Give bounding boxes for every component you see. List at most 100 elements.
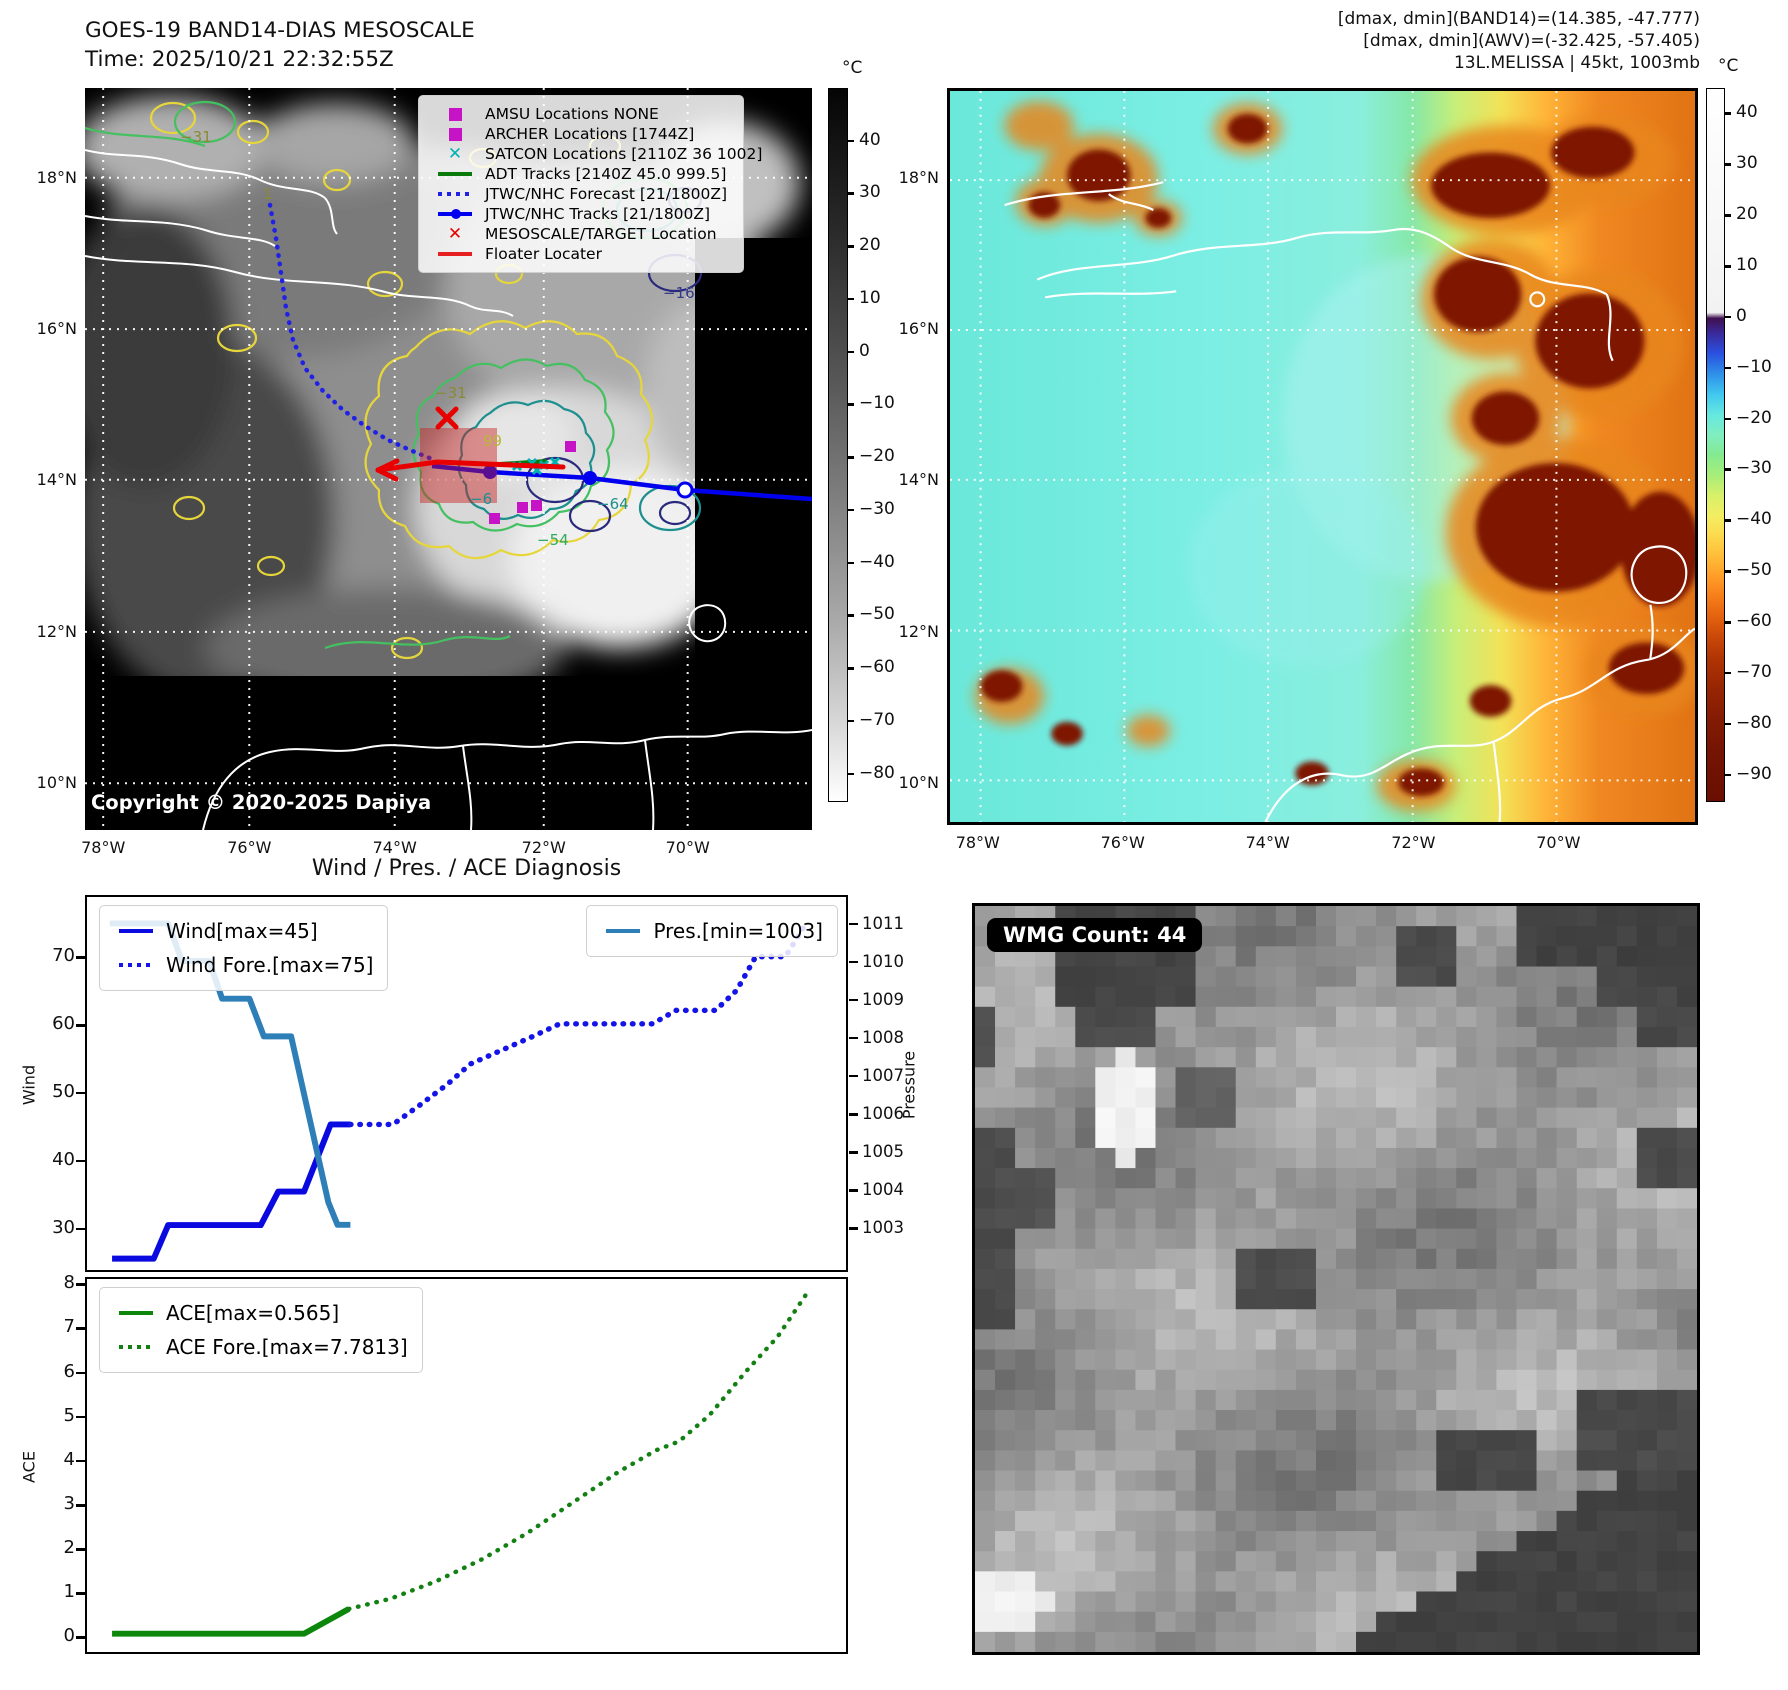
legend-glyph [433, 209, 477, 219]
legend-item: JTWC/NHC Tracks [21/1800Z] [433, 204, 729, 224]
band14-colorbar-tickmark [847, 192, 854, 195]
awv-colorbar-tickmark [1724, 468, 1731, 471]
map-legend: AMSU Locations NONE ARCHER Locations [174… [418, 95, 762, 273]
band14-colorbar-tickmark [847, 456, 854, 459]
awv-lat-label: 16°N [898, 318, 939, 338]
awv-colorbar-tickmark [1724, 519, 1731, 522]
tickmark [849, 1036, 858, 1040]
series-ACE Fore.[max=7.7813] [346, 1291, 809, 1612]
band14-lat-label: 18°N [36, 167, 77, 187]
band14-colorbar-tick: 40 [859, 129, 881, 150]
y-tick-left: 8 [63, 1272, 75, 1294]
band14-colorbar-tickmark [847, 614, 854, 617]
tickmark [849, 1151, 858, 1154]
legend-glyph [433, 172, 477, 176]
band14-colorbar-tickmark [847, 772, 854, 776]
archer-markers [489, 441, 576, 524]
legend-label: JTWC/NHC Forecast [21/1800Z] [485, 185, 728, 203]
tickmark [76, 1592, 85, 1595]
contour-label: −16 [663, 284, 695, 302]
tickmark [76, 1548, 85, 1551]
y-tick-left: 7 [63, 1316, 75, 1338]
y-tick-right: 1007 [862, 1065, 904, 1085]
y-tick-right: 1010 [862, 951, 904, 971]
legend-glyph [433, 107, 477, 121]
y-tick-right: 1003 [862, 1218, 904, 1238]
y-tick-left: 0 [63, 1625, 75, 1647]
awv-colorbar-tick: −80 [1736, 712, 1772, 733]
tickmark [76, 1371, 85, 1375]
band14-colorbar-tickmark [847, 561, 854, 565]
tickmark [849, 1113, 858, 1116]
tickmark [76, 1327, 85, 1330]
awv-colorbar-tick: 30 [1736, 153, 1758, 174]
legend-glyph [114, 929, 158, 933]
awv-colorbar [1706, 88, 1725, 802]
legend-item: ADT Tracks [2140Z 45.0 999.5] [433, 164, 729, 184]
y-tick-left: 50 [52, 1080, 75, 1102]
wmg-noise-imagery [975, 906, 1697, 1652]
chart-legend-item: Wind[max=45] [114, 914, 373, 948]
awv-header: [dmax, dmin](BAND14)=(14.385, -47.777) [… [1338, 8, 1700, 74]
tickmark [76, 1415, 85, 1419]
band14-colorbar-tickmark [847, 403, 854, 406]
awv-colorbar-tick: −90 [1736, 763, 1772, 784]
coastlines [1004, 181, 1695, 822]
panel-title: GOES-19 BAND14-DIAS MESOSCALE Time: 2025… [85, 16, 475, 74]
series-Wind[max=45] [112, 1121, 351, 1262]
awv-colorbar-tick: 20 [1736, 204, 1758, 225]
awv-colorbar-tickmark [1724, 366, 1731, 370]
legend-label: JTWC/NHC Tracks [21/1800Z] [485, 205, 711, 223]
legend-glyph [433, 252, 477, 256]
awv-colorbar-tickmark [1724, 163, 1731, 166]
awv-colorbar-tickmark [1724, 621, 1731, 624]
graticule [950, 91, 1695, 822]
band14-colorbar-tickmark [847, 139, 854, 143]
awv-lon-label: 78°W [955, 833, 1000, 852]
awv-colorbar-tickmark [1724, 112, 1731, 115]
ace-chart: ACE[max=0.565] ACE Fore.[max=7.7813] ACE … [20, 1272, 848, 1654]
tickmark [849, 998, 858, 1002]
y-tick-left: 5 [63, 1404, 75, 1426]
legend-label: ACE Fore.[max=7.7813] [166, 1335, 408, 1359]
forecast-track-dotted [267, 202, 435, 462]
wmg-count-badge: WMG Count: 44 [987, 918, 1203, 952]
band14-lon-label: 72°W [521, 838, 566, 857]
mesoscale-target-x-icon [435, 406, 459, 430]
y-tick-left: 1 [63, 1581, 75, 1603]
band14-lon-label: 70°W [665, 838, 710, 857]
band14-colorbar-tick: −80 [859, 762, 895, 783]
band14-colorbar-tick: 20 [859, 235, 881, 256]
awv-colorbar-tickmark [1724, 773, 1731, 777]
awv-colorbar-tickmark [1724, 265, 1731, 268]
awv-lat-label: 12°N [898, 621, 939, 641]
legend-item: ✕ MESOSCALE/TARGET Location [433, 224, 729, 244]
band14-lat-label: 16°N [36, 319, 77, 339]
legend-glyph: ✕ [433, 223, 477, 244]
awv-lon-label: 76°W [1100, 833, 1145, 852]
awv-colorbar-tickmark [1724, 315, 1731, 319]
tickmark [76, 1459, 85, 1463]
tickmark [849, 1189, 858, 1192]
legend-label: MESOSCALE/TARGET Location [485, 225, 717, 243]
awv-map [947, 88, 1698, 825]
y-tick-right: 1006 [862, 1104, 904, 1124]
band14-colorbar-tickmark [847, 245, 854, 248]
band14-colorbar-tick: −20 [859, 446, 895, 467]
band14-lon-label: 78°W [81, 838, 126, 857]
band14-lon-label: 76°W [227, 838, 272, 857]
dotted-icon [438, 192, 472, 196]
awv-colorbar-tick: 0 [1736, 305, 1747, 326]
awv-colorbar-tick: −50 [1736, 560, 1772, 581]
x-icon: ✕ [447, 223, 463, 244]
pressure-legend: Pres.[min=1003] [586, 905, 838, 957]
y-tick-left: 3 [63, 1493, 75, 1515]
tickmark [76, 956, 85, 959]
legend-label: AMSU Locations NONE [485, 105, 659, 123]
satellite-title: GOES-19 BAND14-DIAS MESOSCALE [85, 18, 475, 43]
legend-glyph [433, 127, 477, 141]
legend-glyph: ✕ [433, 145, 477, 162]
y-tick-left: 70 [52, 945, 75, 967]
line-dot-icon [438, 209, 472, 219]
band14-lat-label: 14°N [36, 469, 77, 489]
